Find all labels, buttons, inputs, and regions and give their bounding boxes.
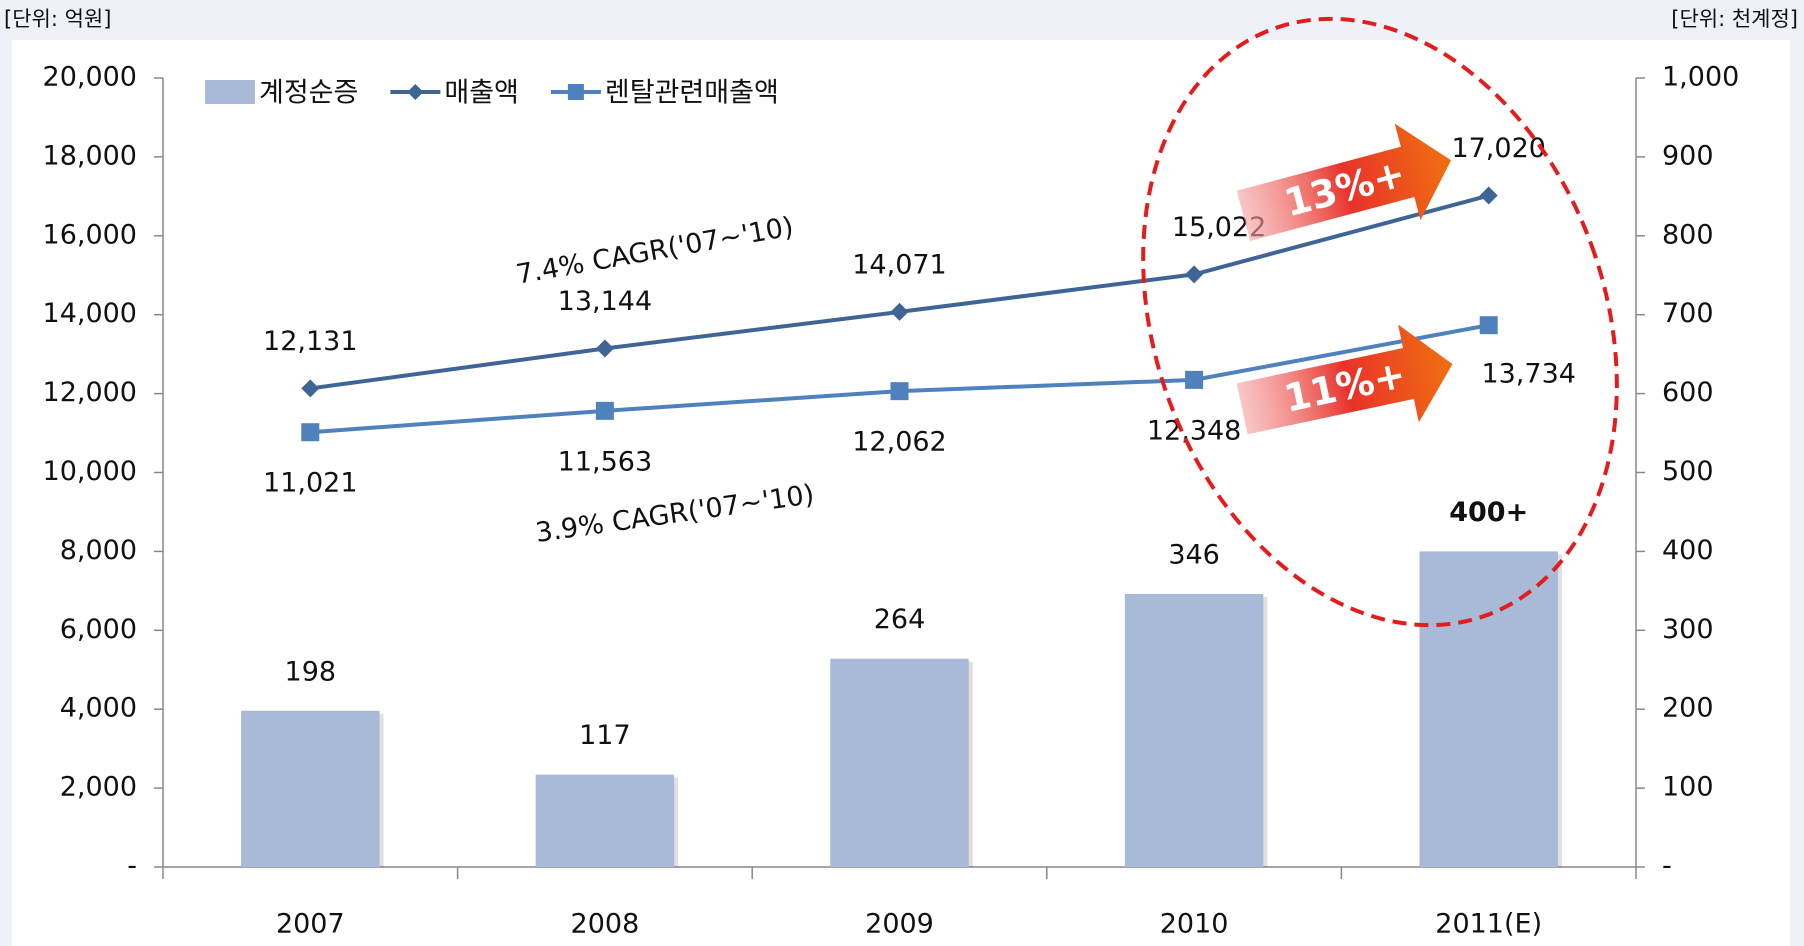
y-tick-label: 6,000 [60,614,137,645]
y2-tick-label: 900 [1662,140,1714,171]
line-value-label: 13,144 [558,286,652,317]
marker [301,379,320,398]
marker [1479,316,1498,335]
legend-label: 계정순증 [259,78,358,109]
arrow-shape [1236,324,1453,435]
marker [595,401,614,420]
highlight-ellipse [1141,16,1619,628]
marker [1185,370,1204,389]
x-tick-label: 2009 [865,909,934,940]
x-tick-label: 2007 [276,909,345,940]
bar [1419,551,1558,867]
line-value-label: 12,348 [1147,415,1241,446]
y-tick-label: 2,000 [60,772,137,803]
bar-value-label: 117 [579,720,631,751]
line-value-label: 12,062 [852,427,946,458]
bar-value-label: 198 [285,656,337,687]
y-tick-label: 20,000 [43,62,137,93]
y2-tick-label: 600 [1662,377,1714,408]
y-tick-label: 18,000 [43,140,137,171]
x-tick-label: 2010 [1160,909,1229,940]
y2-tick-label: 700 [1662,298,1714,329]
y-tick-label: 12,000 [43,377,137,408]
legend-label: 렌탈관련매출액 [605,78,779,109]
arrow-shape [1236,123,1452,241]
marker [1185,265,1204,284]
legend-swatch [205,80,255,104]
y2-tick-label: 100 [1662,772,1714,803]
y-tick-label: 8,000 [60,535,137,566]
marker [595,339,614,358]
marker [301,423,320,442]
marker [1479,186,1498,205]
unit-left: [단위: 억원] [4,7,111,31]
y-tick-label: 10,000 [43,456,137,487]
axes: - 2,000 4,000 6,000 8,000 10,000 12,000 14,000 1… [43,62,1740,940]
bar-value-label: 400+ [1449,497,1528,528]
bar-value-label: 264 [874,604,926,635]
legend-marker [407,84,424,100]
bar [241,710,380,867]
bar [1124,594,1264,867]
line-value-label: 13,734 [1481,359,1575,390]
line-value-label: 14,071 [852,249,946,280]
y-tick-label: 14,000 [43,298,137,329]
bar-value-label: 346 [1168,540,1220,571]
marker [890,302,909,321]
y2-tick-label: 400 [1662,535,1714,566]
y2-tick-label: 200 [1662,693,1714,724]
unit-right: [단위: 천계정] [1671,7,1798,31]
bar [830,658,969,867]
line-value-label: 11,021 [263,468,357,499]
x-tick-label: 2011(E) [1435,909,1542,940]
line-value-label: 17,020 [1451,133,1545,164]
line-value-label: 12,131 [263,326,357,357]
line-value-label: 11,563 [558,446,652,477]
y-tick-label: - [127,851,137,882]
x-tick-label: 2008 [571,909,640,940]
y2-tick-label: 300 [1662,614,1714,645]
y2-tick-label: 800 [1662,219,1714,250]
y2-tick-label: 1,000 [1662,62,1739,93]
legend-marker [567,84,584,100]
marker [890,382,909,401]
bar [535,774,675,867]
y2-tick-label: 500 [1662,456,1714,487]
y-tick-label: 4,000 [60,693,137,724]
y2-tick-label: - [1662,851,1672,882]
y-tick-label: 16,000 [43,219,137,250]
legend-label: 매출액 [444,78,519,109]
